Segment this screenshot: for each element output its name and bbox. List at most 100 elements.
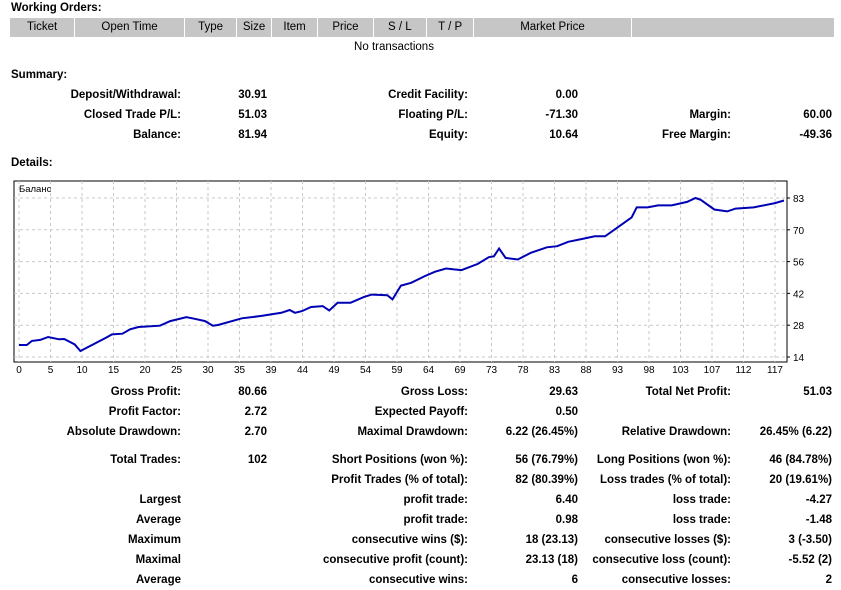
- column-header: T / P: [427, 18, 475, 37]
- stat-row: Profit Trades (% of total): 82 (80.39%) Lo…: [0, 474, 841, 490]
- y-tick-label: 42: [793, 289, 805, 300]
- stat-row: Balance: 81.94 Equity: 10.64 Free Margin: -49…: [0, 129, 841, 145]
- stat-label: consecutive wins ($):: [351, 534, 468, 546]
- x-tick-label: 64: [423, 365, 435, 376]
- stat-value: 6.22 (26.45%): [505, 426, 578, 438]
- details-title: Details:: [11, 157, 53, 169]
- stat-label: Gross Profit:: [110, 386, 181, 398]
- stat-label: Average: [136, 574, 181, 586]
- stat-value: 102: [247, 454, 267, 466]
- stat-value: 23.13 (18): [525, 554, 578, 566]
- x-tick-label: 78: [517, 365, 529, 376]
- stat-label: Relative Drawdown:: [621, 426, 731, 438]
- stat-label: Largest: [139, 494, 181, 506]
- summary-title: Summary:: [11, 69, 68, 81]
- column-header: Item: [272, 18, 319, 37]
- stat-row: Gross Profit: 80.66 Gross Loss: 29.63 Total …: [0, 386, 841, 402]
- stat-value: -4.27: [805, 494, 832, 506]
- x-tick-label: 107: [704, 365, 721, 376]
- working-orders-title: Working Orders:: [11, 2, 102, 14]
- stat-label: profit trade:: [403, 514, 468, 526]
- stat-label: Equity:: [429, 129, 468, 141]
- stat-value: 51.03: [803, 386, 832, 398]
- y-tick-label: 28: [793, 321, 805, 332]
- stat-value: 18 (23.13): [525, 534, 578, 546]
- stat-value: 60.00: [803, 109, 832, 121]
- stat-value: 3 (-3.50): [788, 534, 832, 546]
- stat-label: Total Net Profit:: [645, 386, 731, 398]
- stat-label: Profit Trades (% of total):: [331, 474, 468, 486]
- x-tick-label: 69: [454, 365, 466, 376]
- x-tick-label: 83: [549, 365, 561, 376]
- x-tick-label: 44: [297, 365, 309, 376]
- stat-label: loss trade:: [672, 514, 731, 526]
- x-tick-label: 88: [580, 365, 592, 376]
- stat-value: 56 (76.79%): [515, 454, 578, 466]
- stat-value: 82 (80.39%): [515, 474, 578, 486]
- stat-value: 26.45% (6.22): [759, 426, 832, 438]
- stat-value: 46 (84.78%): [769, 454, 832, 466]
- column-header: Type: [185, 18, 238, 37]
- stat-value: 80.66: [238, 386, 267, 398]
- column-header: [632, 18, 836, 37]
- stat-label: Short Positions (won %):: [331, 454, 468, 466]
- x-tick-label: 117: [767, 365, 783, 376]
- stat-label: Free Margin:: [661, 129, 731, 141]
- x-tick-label: 30: [202, 365, 214, 376]
- stat-value: 10.64: [549, 129, 578, 141]
- stat-row: Largest profit trade: 6.40 loss trade: -4.27: [0, 494, 841, 510]
- stat-row: Deposit/Withdrawal: 30.91 Credit Facility:…: [0, 89, 841, 105]
- column-header: Open Time: [75, 18, 185, 37]
- x-tick-label: 20: [139, 365, 151, 376]
- stat-label: Absolute Drawdown:: [66, 426, 181, 438]
- stat-label: consecutive losses ($):: [604, 534, 731, 546]
- stat-label: Profit Factor:: [108, 406, 181, 418]
- y-tick-label: 56: [793, 258, 805, 269]
- y-tick-label: 14: [793, 353, 805, 364]
- stat-value: 0.00: [555, 89, 578, 101]
- stat-label: Closed Trade P/L:: [83, 109, 181, 121]
- stat-label: profit trade:: [403, 494, 468, 506]
- x-tick-label: 49: [328, 365, 340, 376]
- column-header: Ticket: [10, 18, 76, 37]
- stat-label: Maximal Drawdown:: [357, 426, 468, 438]
- x-tick-label: 25: [171, 365, 183, 376]
- stat-label: loss trade:: [672, 494, 731, 506]
- stat-value: 2.72: [244, 406, 267, 418]
- stat-value: 30.91: [238, 89, 267, 101]
- stat-label: Balance:: [133, 129, 181, 141]
- stat-value: 29.63: [549, 386, 578, 398]
- stat-row: Maximum consecutive wins ($): 18 (23.13) co…: [0, 534, 841, 550]
- x-tick-label: 39: [265, 365, 277, 376]
- column-header: Size: [237, 18, 272, 37]
- stat-label: Deposit/Withdrawal:: [70, 89, 181, 101]
- stat-value: -1.48: [805, 514, 832, 526]
- x-tick-label: 93: [612, 365, 624, 376]
- stat-value: -49.36: [799, 129, 832, 141]
- x-tick-label: 103: [672, 365, 689, 376]
- stat-label: Maximum: [127, 534, 181, 546]
- column-header: Price: [318, 18, 374, 37]
- stat-value: 0.98: [555, 514, 578, 526]
- stat-label: consecutive profit (count):: [322, 554, 468, 566]
- y-tick-label: 70: [793, 226, 805, 237]
- stat-row: Closed Trade P/L: 51.03 Floating P/L: -71.3…: [0, 109, 841, 125]
- x-tick-label: 0: [16, 365, 22, 376]
- stat-row: Profit Factor: 2.72 Expected Payoff: 0.50: [0, 406, 841, 422]
- no-transactions-text: No transactions: [354, 41, 434, 53]
- stat-label: Long Positions (won %):: [596, 454, 731, 466]
- stat-value: 51.03: [238, 109, 267, 121]
- column-header: Market Price: [474, 18, 632, 37]
- x-tick-label: 98: [643, 365, 655, 376]
- stat-value: 2.70: [244, 426, 267, 438]
- stat-label: consecutive wins:: [368, 574, 468, 586]
- stat-value: 0.50: [555, 406, 578, 418]
- stat-label: Expected Payoff:: [374, 406, 468, 418]
- stat-value: 6.40: [555, 494, 578, 506]
- stat-label: Average: [136, 514, 181, 526]
- y-tick-label: 83: [793, 194, 805, 205]
- x-tick-label: 15: [108, 365, 120, 376]
- stat-label: consecutive losses:: [621, 574, 731, 586]
- stat-label: Gross Loss:: [400, 386, 468, 398]
